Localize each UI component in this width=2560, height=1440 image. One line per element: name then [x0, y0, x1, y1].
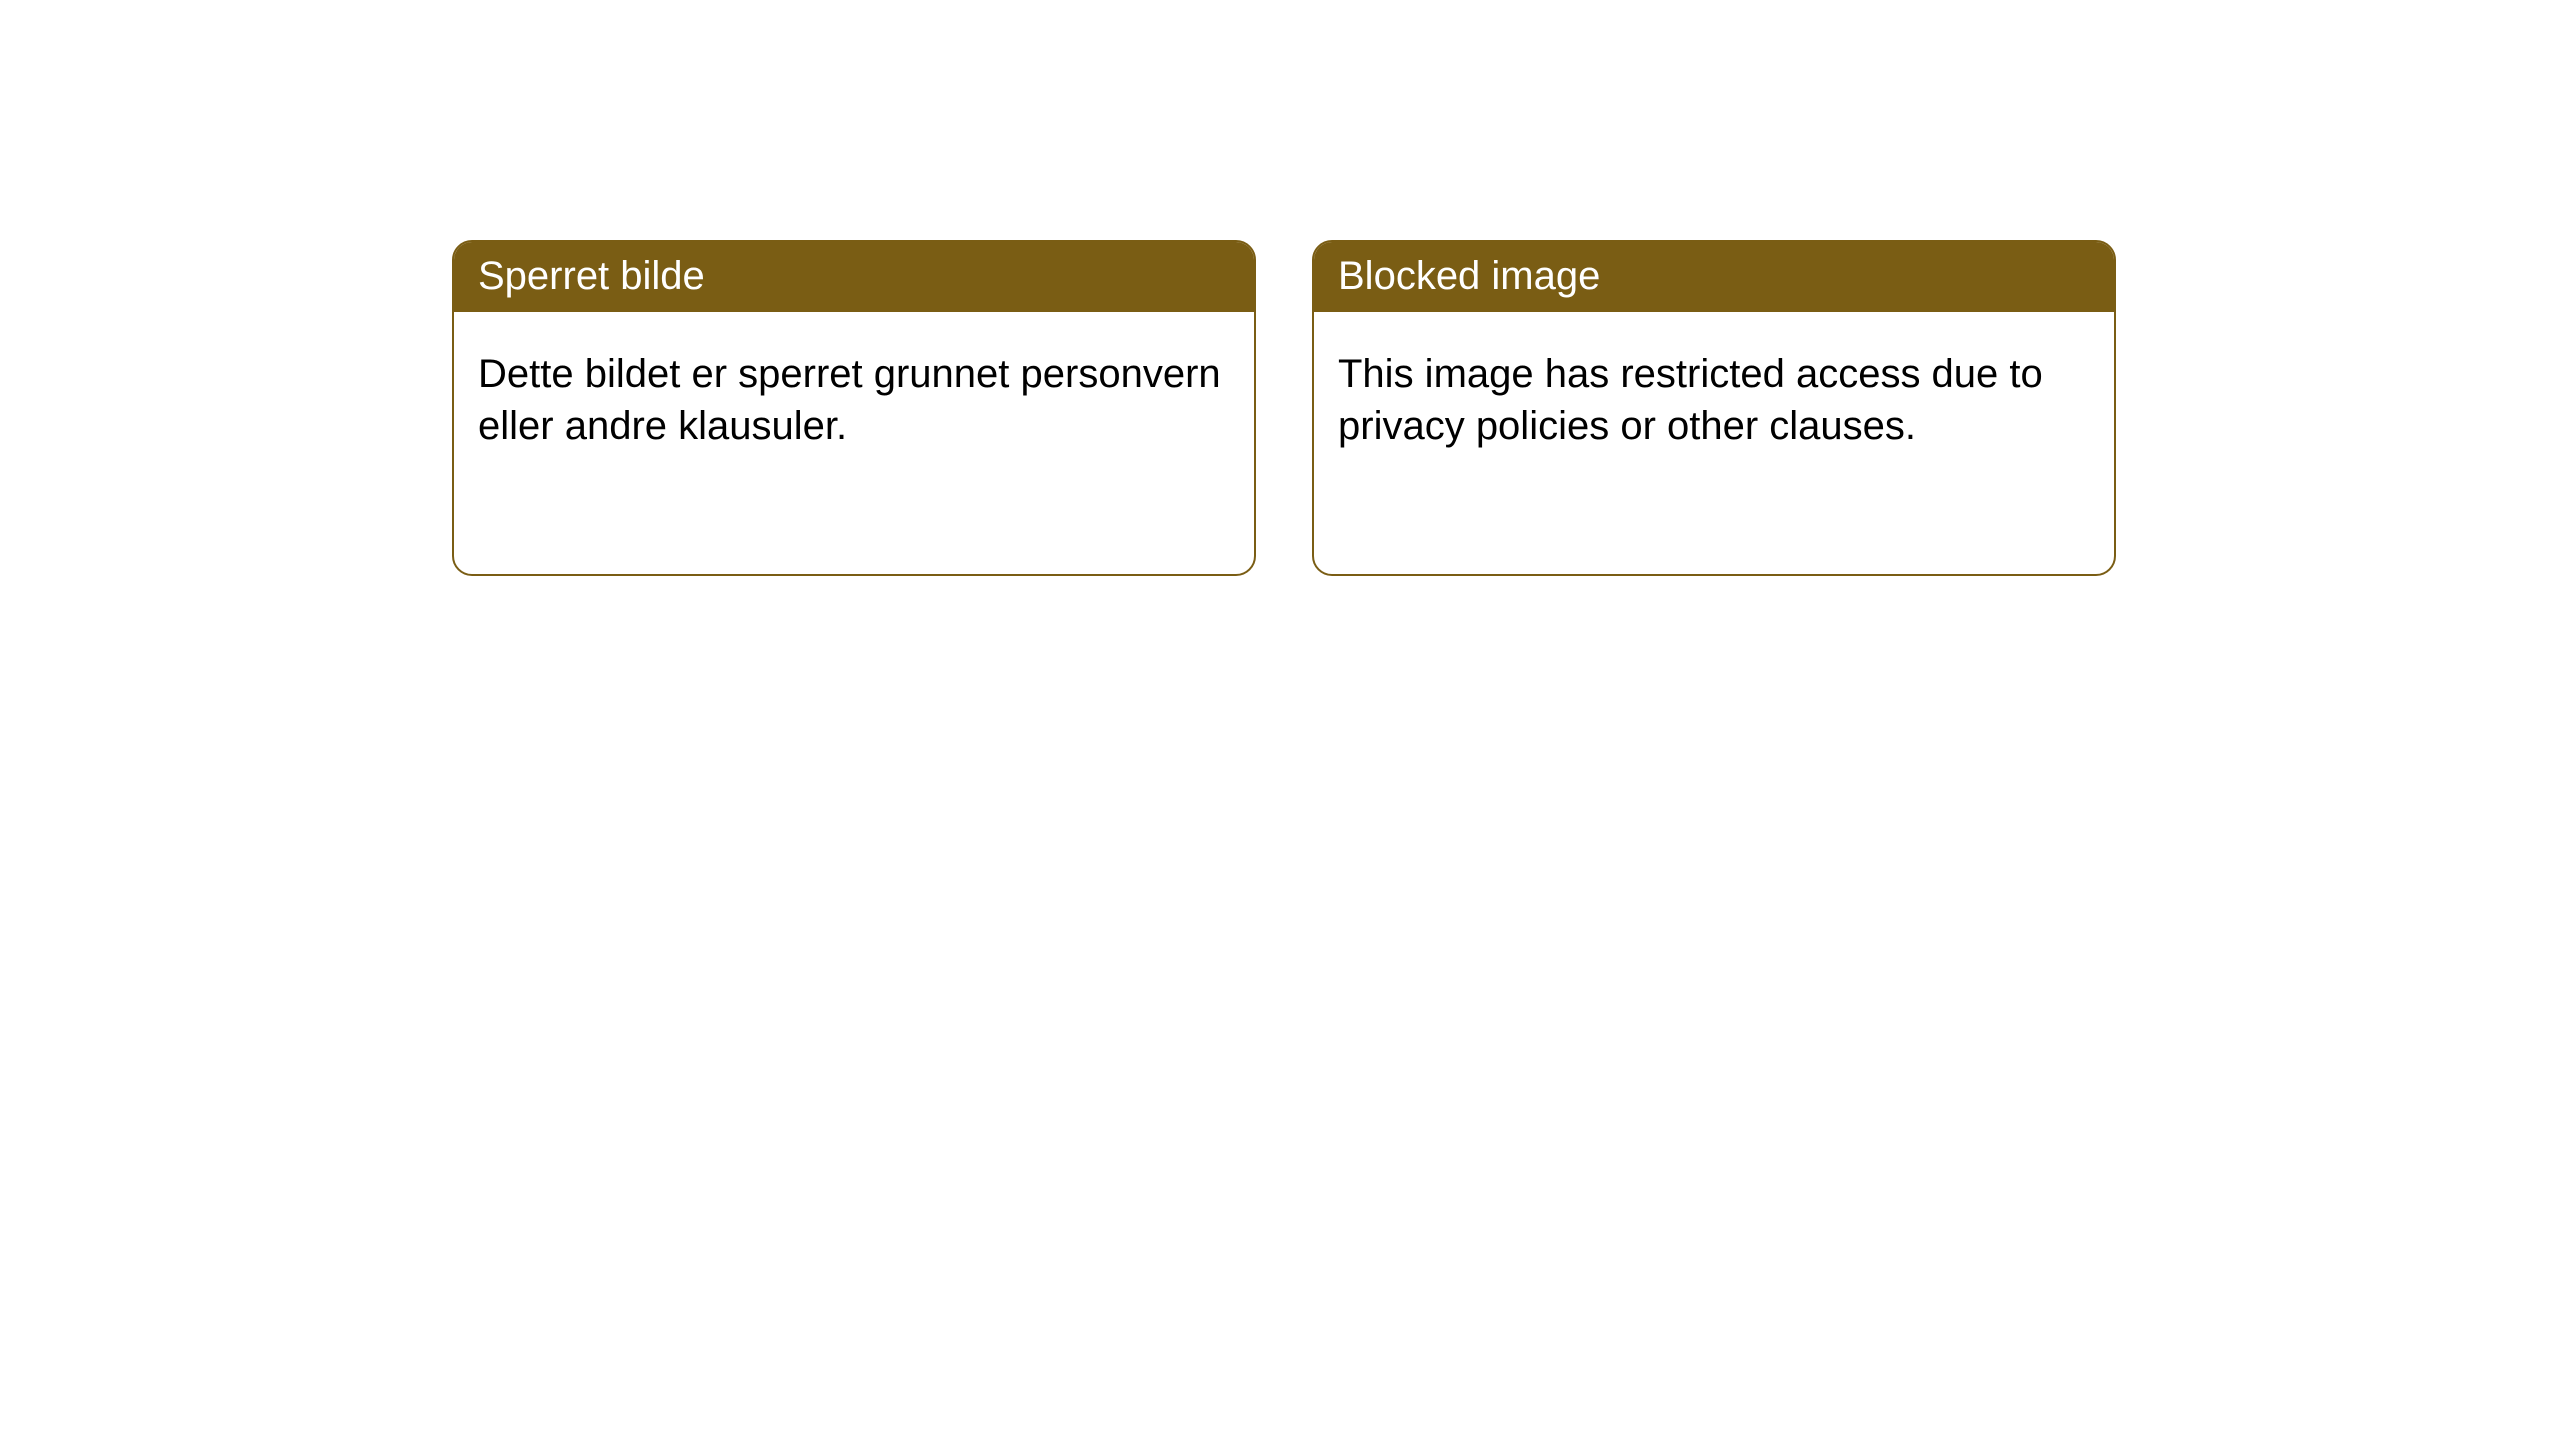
notice-header: Blocked image: [1314, 242, 2114, 312]
notice-header: Sperret bilde: [454, 242, 1254, 312]
notice-body: Dette bildet er sperret grunnet personve…: [454, 312, 1254, 476]
notice-body: This image has restricted access due to …: [1314, 312, 2114, 476]
notice-container: Sperret bilde Dette bildet er sperret gr…: [452, 240, 2116, 576]
notice-box-norwegian: Sperret bilde Dette bildet er sperret gr…: [452, 240, 1256, 576]
notice-box-english: Blocked image This image has restricted …: [1312, 240, 2116, 576]
